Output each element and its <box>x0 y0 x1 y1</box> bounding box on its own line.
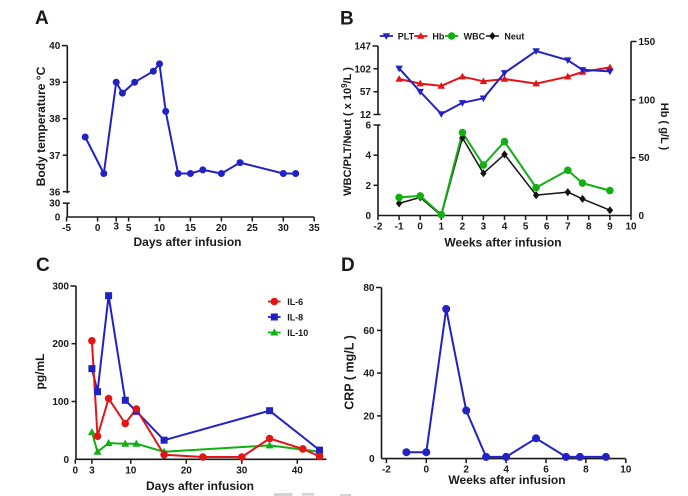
svg-text:-2: -2 <box>382 465 391 476</box>
svg-text:80: 80 <box>363 283 375 294</box>
svg-text:102: 102 <box>354 64 371 75</box>
svg-text:300: 300 <box>52 282 69 293</box>
svg-text:8: 8 <box>583 465 589 476</box>
svg-text:7: 7 <box>565 222 571 233</box>
svg-text:20: 20 <box>216 223 228 234</box>
svg-text:20: 20 <box>363 411 375 422</box>
svg-text:40: 40 <box>363 369 375 380</box>
svg-text:30: 30 <box>236 465 248 476</box>
svg-text:Neut: Neut <box>504 32 524 42</box>
svg-text:2: 2 <box>460 222 466 233</box>
svg-text:10: 10 <box>125 465 137 476</box>
svg-text:0: 0 <box>73 465 79 476</box>
svg-text:0: 0 <box>639 211 645 222</box>
svg-text:100: 100 <box>52 397 69 408</box>
svg-text:Weeks after infusion: Weeks after infusion <box>448 473 565 487</box>
svg-text:50: 50 <box>639 153 651 164</box>
svg-text:10: 10 <box>620 465 632 476</box>
svg-text:0: 0 <box>55 213 61 224</box>
svg-text:10: 10 <box>625 222 637 233</box>
svg-text:0: 0 <box>95 223 101 234</box>
svg-text:C: C <box>36 255 50 276</box>
svg-text:6: 6 <box>543 465 549 476</box>
svg-text:36: 36 <box>49 187 61 198</box>
svg-text:3: 3 <box>89 465 95 476</box>
svg-text:2: 2 <box>365 181 371 192</box>
svg-text:0: 0 <box>369 454 375 465</box>
svg-text:pg/mL: pg/mL <box>33 354 47 390</box>
svg-text:147: 147 <box>354 42 371 53</box>
svg-text:A: A <box>35 8 49 29</box>
svg-text:2: 2 <box>463 465 469 476</box>
svg-text:200: 200 <box>52 339 69 350</box>
svg-text:60: 60 <box>363 326 375 337</box>
svg-text:IL-10: IL-10 <box>287 328 308 338</box>
svg-text:4: 4 <box>503 465 509 476</box>
svg-text:10: 10 <box>154 223 166 234</box>
svg-text:D: D <box>341 255 355 276</box>
svg-text:0: 0 <box>424 465 430 476</box>
svg-text:Hb ( g/L ): Hb ( g/L ) <box>658 103 670 151</box>
svg-text:IL-8: IL-8 <box>287 313 303 323</box>
svg-text:0: 0 <box>365 211 371 222</box>
svg-text:38: 38 <box>49 114 61 125</box>
svg-text:Days after infusion: Days after infusion <box>146 479 254 493</box>
svg-text:5: 5 <box>523 222 529 233</box>
svg-text:25: 25 <box>247 223 259 234</box>
svg-text:Body temperature °C: Body temperature °C <box>34 66 48 186</box>
svg-text:-1: -1 <box>395 222 404 233</box>
svg-text:150: 150 <box>639 37 656 48</box>
svg-text:100: 100 <box>639 95 656 106</box>
svg-text:Days after infusion: Days after infusion <box>133 235 241 249</box>
svg-text:-5: -5 <box>62 223 71 234</box>
svg-text:35: 35 <box>309 223 321 234</box>
svg-text:-2: -2 <box>374 222 383 233</box>
svg-text:IL-6: IL-6 <box>287 297 303 307</box>
svg-text:3: 3 <box>113 222 119 233</box>
svg-text:Weeks after infusion: Weeks after infusion <box>444 236 561 250</box>
svg-text:WBC/PLT/Neut ( x 109/L ): WBC/PLT/Neut ( x 109/L ) <box>340 67 354 196</box>
svg-text:40: 40 <box>49 41 61 52</box>
svg-text:9: 9 <box>607 222 613 233</box>
svg-text:B: B <box>340 9 354 30</box>
svg-text:PLT: PLT <box>398 32 415 42</box>
svg-text:30: 30 <box>278 223 290 234</box>
svg-text:57: 57 <box>360 87 372 98</box>
svg-text:8: 8 <box>586 222 592 233</box>
svg-text:WBC: WBC <box>464 32 486 42</box>
svg-text:0: 0 <box>63 455 69 466</box>
svg-text:40: 40 <box>292 465 304 476</box>
svg-text:15: 15 <box>185 223 197 234</box>
svg-text:0: 0 <box>417 222 423 233</box>
svg-text:6: 6 <box>365 121 371 132</box>
svg-text:39: 39 <box>49 78 61 89</box>
svg-text:12: 12 <box>360 110 372 121</box>
svg-text:5: 5 <box>126 223 132 234</box>
svg-text:Hb: Hb <box>432 32 444 42</box>
svg-text:37: 37 <box>49 151 61 162</box>
svg-text:CRP ( mg/L ): CRP ( mg/L ) <box>343 335 357 410</box>
svg-text:30: 30 <box>49 199 61 210</box>
svg-text:20: 20 <box>181 465 193 476</box>
svg-text:4: 4 <box>502 222 508 233</box>
svg-text:4: 4 <box>365 151 371 162</box>
svg-text:1: 1 <box>439 222 445 233</box>
svg-text:6: 6 <box>544 222 550 233</box>
svg-text:3: 3 <box>481 222 487 233</box>
